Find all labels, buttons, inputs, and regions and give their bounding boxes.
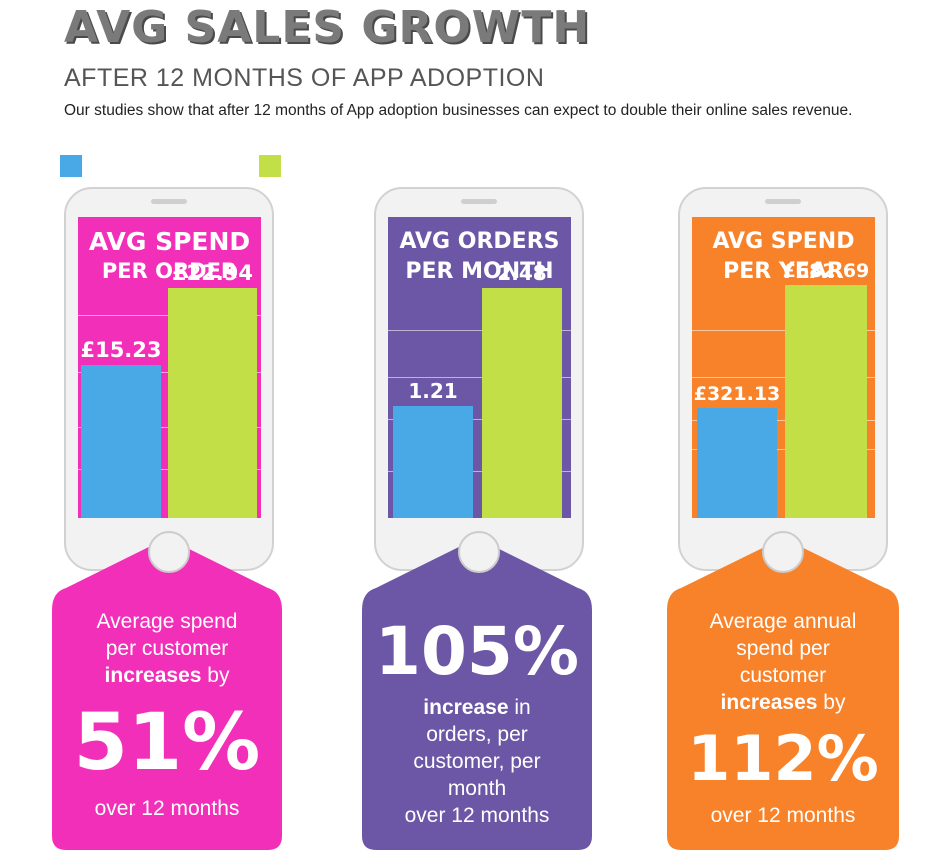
legend-swatch-blue (60, 155, 82, 177)
chart-title-line1: AVG SPEND (88, 227, 251, 256)
callout-text-line: customer, per (413, 750, 541, 773)
phone-3: AVG SPEND PER YEAR £321.13 £682.69 (678, 187, 888, 573)
home-button-icon (762, 531, 804, 573)
bar-2 (482, 288, 562, 518)
bar-2 (785, 284, 867, 518)
callout-text-line: orders, per (426, 723, 528, 746)
home-button-icon (148, 531, 190, 573)
gridline (388, 419, 571, 420)
phone-speaker (461, 199, 497, 204)
callout-shape (667, 538, 899, 850)
bar-1 (697, 408, 777, 518)
bar-value-label: £15.23 (80, 338, 162, 363)
gridline (692, 377, 875, 378)
callout-text-line: per customer (105, 637, 229, 660)
chart-avg-spend-per-year: AVG SPEND PER YEAR £321.13 £682.69 (692, 217, 875, 518)
callout-text-line: increases by (104, 664, 230, 687)
callout-text-line: increase in (423, 696, 531, 719)
callout-footer: over 12 months (94, 797, 240, 820)
chart-title-line2: PER ORDER (101, 259, 238, 283)
callout-footer: over 12 months (710, 804, 856, 827)
phone-speaker (151, 199, 187, 204)
home-button-icon (458, 531, 500, 573)
gridline (388, 330, 571, 331)
phone-2: AVG ORDERS PER MONTH 1.21 2.48 (374, 187, 584, 573)
callout-shape (52, 538, 282, 850)
legend-swatch-green (259, 155, 281, 177)
callout-text-line: Average annual (709, 610, 857, 633)
bar-1 (393, 405, 473, 518)
phone-speaker (765, 199, 801, 204)
callout-spend-increase: Average spend per customer increases by … (52, 538, 282, 850)
callout-text-line: spend per (736, 637, 830, 660)
callout-text-line: month (447, 777, 507, 800)
callout-percent: 105% (375, 613, 579, 690)
phone-1: AVG SPEND PER ORDER £15.23 £22.94 (64, 187, 274, 573)
callout-text-line: customer (739, 664, 827, 687)
chart-title-line2: PER YEAR (723, 259, 844, 284)
callout-annual-spend-increase: Average annual spend per customer increa… (667, 538, 899, 850)
gridline (692, 449, 875, 450)
bar-value-label: £22.94 (171, 260, 254, 285)
page-subtitle: AFTER 12 MONTHS OF APP ADOPTION (64, 64, 545, 92)
gridline (692, 420, 875, 421)
page-description: Our studies show that after 12 months of… (64, 102, 853, 119)
bar-value-label: £682.69 (782, 259, 870, 282)
bar-value-label: 2.48 (497, 261, 547, 286)
bar-value-label: 1.21 (408, 378, 458, 403)
chart-avg-spend-per-order: AVG SPEND PER ORDER £15.23 £22.94 (78, 217, 261, 518)
gridline (388, 471, 571, 472)
callout-text-line: Average spend (96, 610, 238, 633)
chart-avg-orders-per-month: AVG ORDERS PER MONTH 1.21 2.48 (388, 217, 571, 518)
callout-text-line: increases by (720, 691, 846, 714)
chart-title-line1: AVG SPEND (712, 229, 855, 254)
callout-orders-increase: 105% increase in orders, per customer, p… (362, 538, 592, 850)
bar-1 (81, 365, 161, 518)
callout-shape (362, 538, 592, 850)
callout-footer: over 12 months (404, 804, 550, 827)
gridline (692, 330, 875, 331)
callout-percent: 51% (73, 698, 261, 788)
bar-2 (168, 287, 257, 518)
chart-title-line2: PER MONTH (405, 259, 554, 284)
callout-percent: 112% (687, 722, 879, 795)
chart-title-line1: AVG ORDERS (399, 229, 560, 254)
gridline (388, 377, 571, 378)
page-title: AVG SALES GROWTH (64, 2, 591, 53)
bar-value-label: £321.13 (693, 383, 781, 406)
